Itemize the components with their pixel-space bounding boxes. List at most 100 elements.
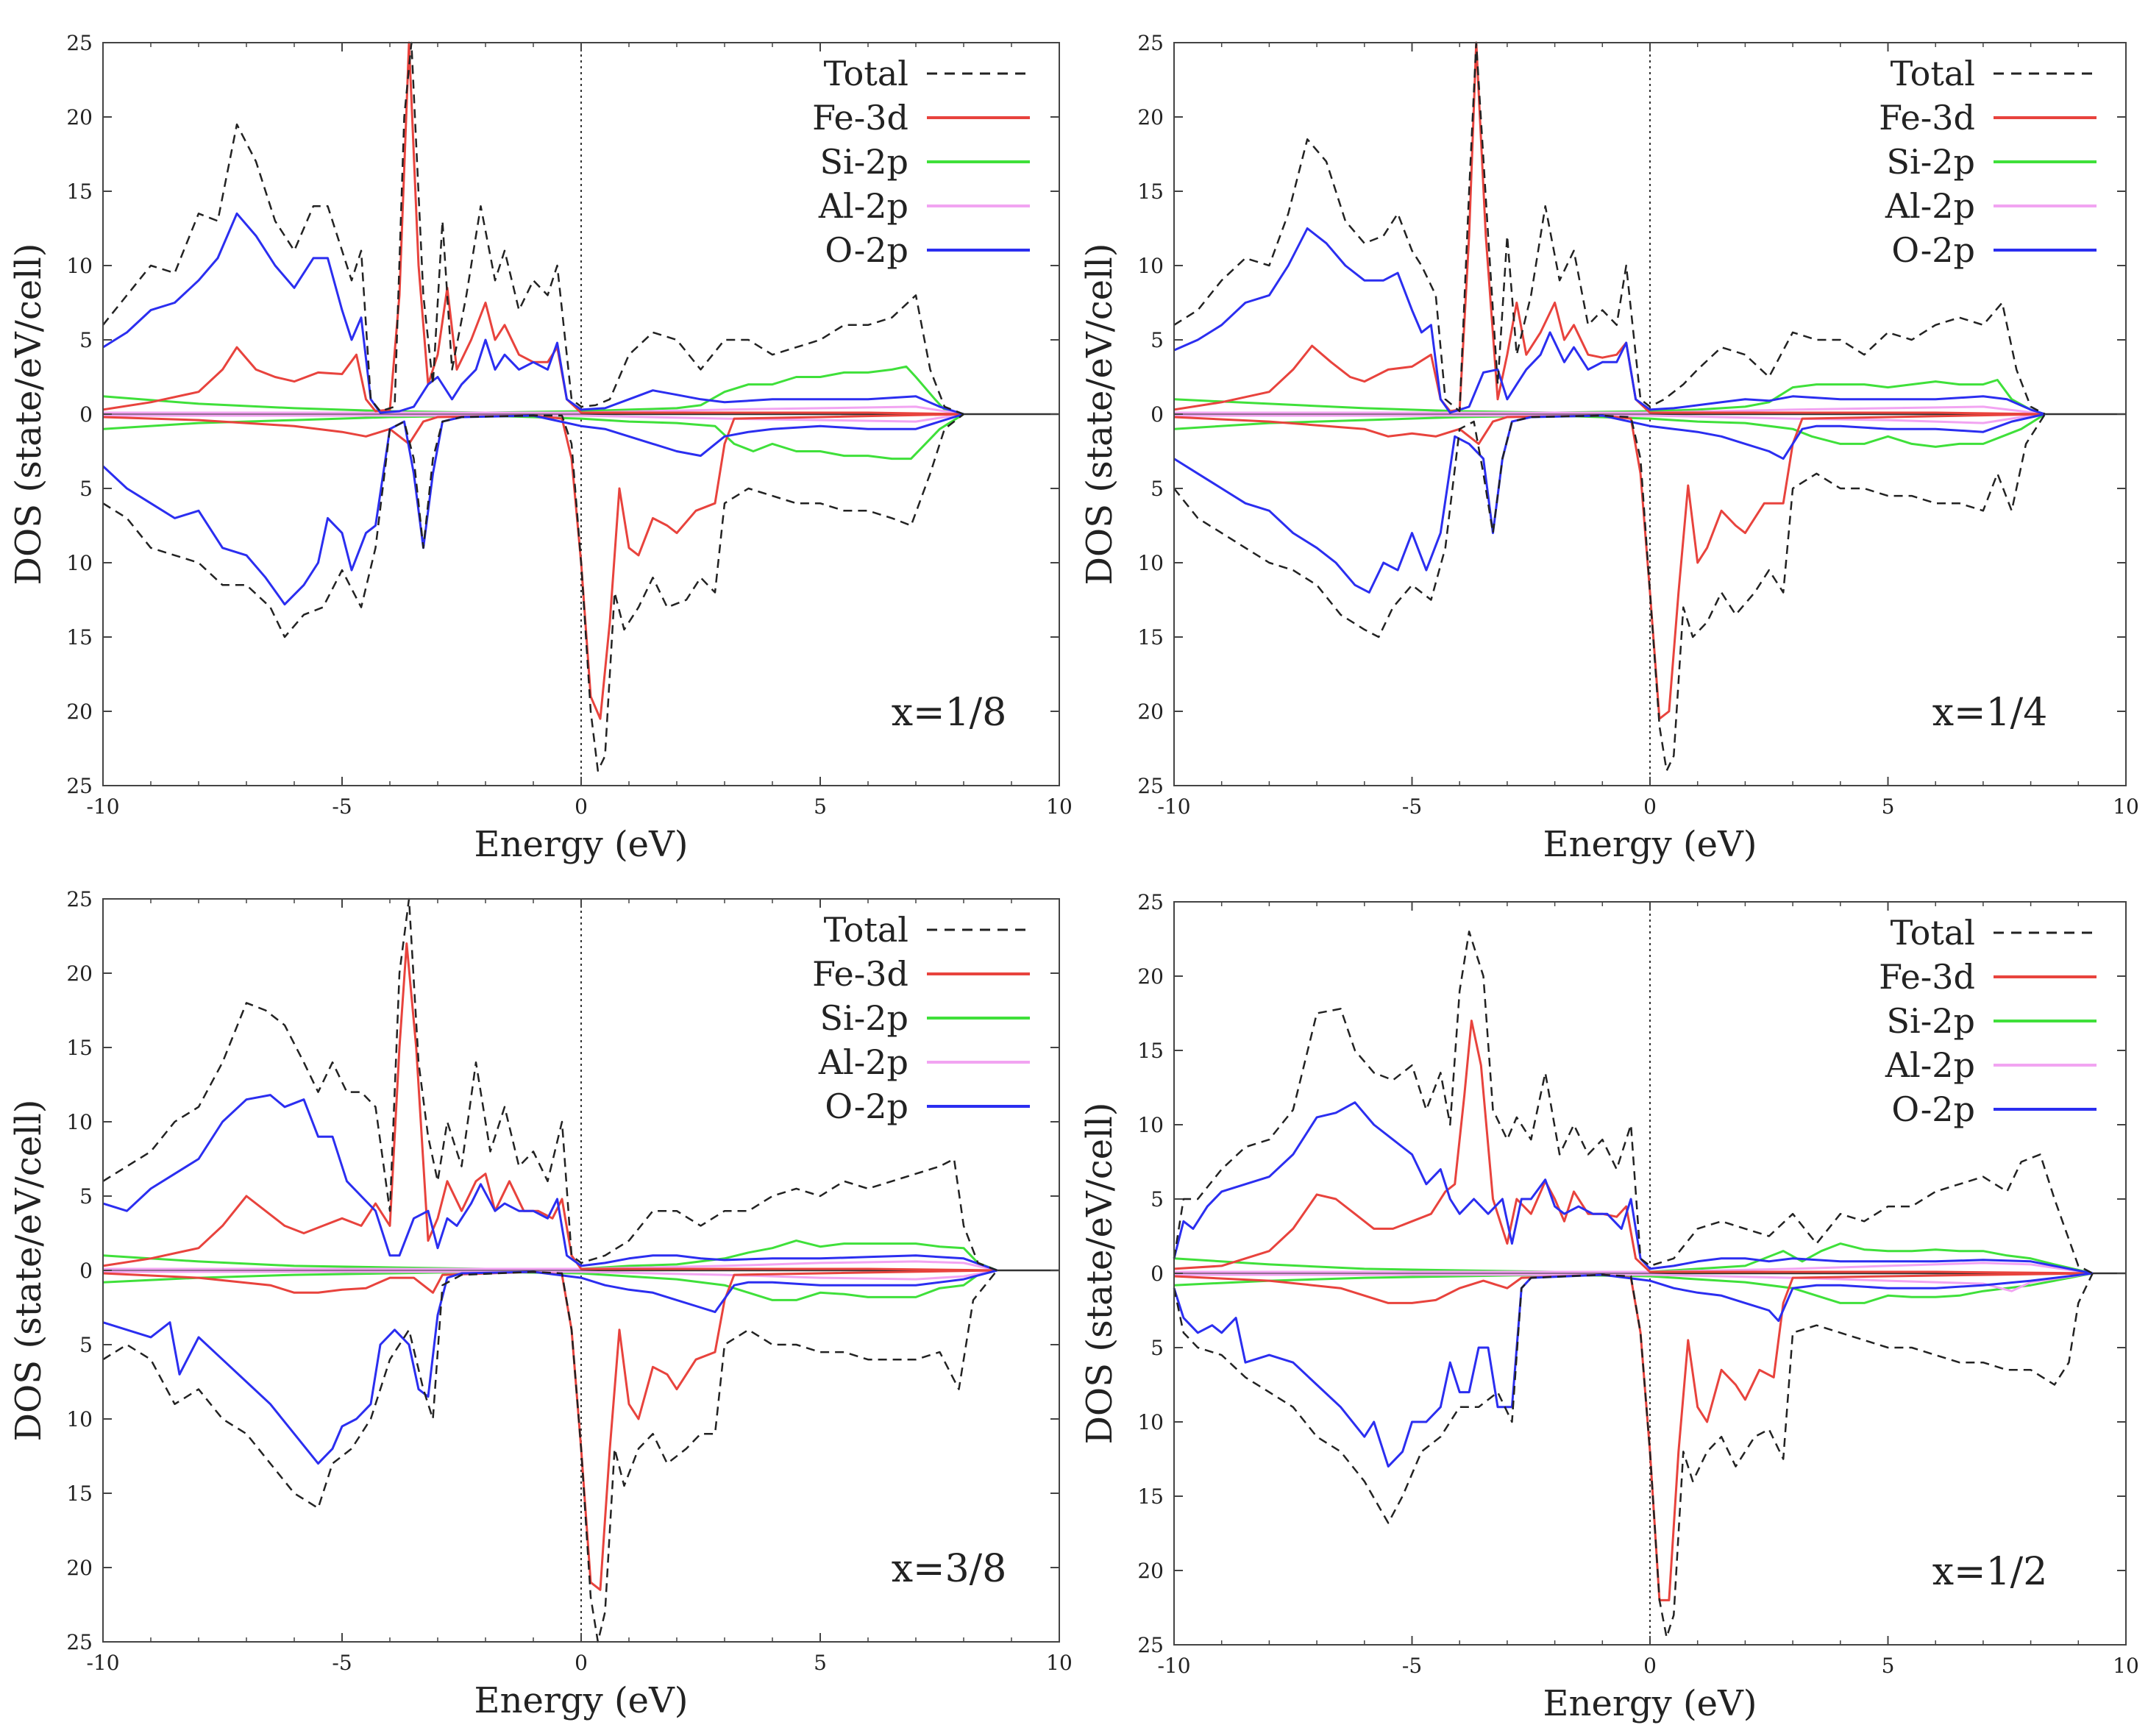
y-tick-label: 0 xyxy=(79,402,93,427)
legend-label-si-2p: Si-2p xyxy=(820,998,908,1038)
series-al-2p-down xyxy=(103,1269,997,1281)
series-o-2p-up xyxy=(102,212,964,416)
y-tick-label: 10 xyxy=(66,254,93,278)
legend-label-al-2p: Al-2p xyxy=(818,186,908,226)
y-tick-label: 20 xyxy=(1137,700,1164,724)
y-tick-label: 10 xyxy=(66,551,93,575)
dos-panel-4: -10 -5 0 5 10 25 20 15 10 5 0 5 10 15 20 25 Energy (eV)… xyxy=(1079,890,2139,1724)
x-axis-title: Energy (eV) xyxy=(474,824,689,865)
series-total-down xyxy=(102,1270,998,1643)
x-tick-label: -10 xyxy=(86,1651,119,1675)
x-tick-label: 10 xyxy=(1046,794,1073,819)
series-total-up xyxy=(102,897,997,1272)
y-tick-label: 5 xyxy=(79,328,93,352)
y-tick-label: 25 xyxy=(1137,774,1164,798)
legend-label-al-2p: Al-2p xyxy=(1885,186,1975,226)
legend-label-total: Total xyxy=(1891,54,1975,93)
x-tick-label: 0 xyxy=(1643,1654,1657,1678)
y-tick-label: 5 xyxy=(1151,1336,1164,1360)
y-tick-label: 15 xyxy=(66,625,93,650)
y-tick-label: 20 xyxy=(1137,964,1164,989)
y-tick-label: 0 xyxy=(1151,402,1164,427)
y-tick-label: 5 xyxy=(79,477,93,501)
y-tick-label: 5 xyxy=(1151,477,1164,501)
legend-label-o-2p: O-2p xyxy=(825,1086,908,1126)
dos-panel-3: -10 -5 0 5 10 25 20 15 10 5 0 5 10 15 20 25 Energy (eV)… xyxy=(8,887,1073,1721)
y-tick-label: 20 xyxy=(1137,105,1164,129)
composition-label: x=1/2 xyxy=(1932,1550,2048,1594)
y-tick-label: 15 xyxy=(1137,625,1164,650)
legend-label-o-2p: O-2p xyxy=(825,230,908,270)
x-tick-label: 10 xyxy=(1046,1651,1073,1675)
y-axis-title: DOS (state/eV/cell) xyxy=(1079,243,1120,585)
y-tick-label: 25 xyxy=(66,774,93,798)
y-tick-label: 15 xyxy=(1137,1484,1164,1509)
dos-panel-2: -10 -5 0 5 10 25 20 15 10 5 0 5 10 15 20 25 Energy (eV)… xyxy=(1079,31,2139,865)
series-fe-3d-down xyxy=(102,1269,997,1591)
y-tick-label: 10 xyxy=(66,1110,93,1134)
y-axis-title: DOS (state/eV/cell) xyxy=(8,1099,49,1441)
series-total-up xyxy=(1173,931,2094,1275)
y-tick-label: 0 xyxy=(1151,1262,1164,1286)
x-axis-title: Energy (eV) xyxy=(1543,824,1757,865)
y-tick-label: 10 xyxy=(1137,1410,1164,1434)
x-tick-label: -10 xyxy=(1157,794,1190,819)
y-tick-label: 20 xyxy=(66,1556,93,1580)
legend-label-fe-3d: Fe-3d xyxy=(1879,957,1975,997)
legend-label-o-2p: O-2p xyxy=(1891,1089,1975,1129)
series-al-2p-up xyxy=(103,1260,997,1272)
series-total-up xyxy=(1173,41,2046,416)
x-tick-label: -5 xyxy=(1402,1654,1422,1678)
y-tick-label: 25 xyxy=(66,887,93,911)
legend-label-si-2p: Si-2p xyxy=(820,142,908,182)
x-axis-title: Energy (eV) xyxy=(1543,1683,1757,1724)
y-tick-label: 25 xyxy=(1137,31,1164,55)
series-total-down xyxy=(1173,413,2046,772)
composition-label: x=3/8 xyxy=(892,1547,1007,1591)
x-tick-label: 5 xyxy=(814,1651,827,1675)
legend-label-total: Total xyxy=(1891,913,1975,953)
legend-label-fe-3d: Fe-3d xyxy=(812,954,908,994)
legend-label-o-2p: O-2p xyxy=(1891,230,1975,270)
series-o-2p-up xyxy=(1173,1101,2093,1275)
legend-label-al-2p: Al-2p xyxy=(1885,1045,1975,1085)
x-tick-label: 0 xyxy=(575,1651,588,1675)
x-tick-label: 5 xyxy=(1882,1654,1895,1678)
y-tick-label: 25 xyxy=(66,1630,93,1654)
y-tick-label: 15 xyxy=(1137,179,1164,204)
legend-label-al-2p: Al-2p xyxy=(818,1042,908,1082)
x-tick-label: 10 xyxy=(2113,794,2139,819)
y-axis-title: DOS (state/eV/cell) xyxy=(1079,1102,1120,1444)
series-o-2p-down xyxy=(102,1269,997,1465)
y-tick-label: 10 xyxy=(1137,254,1164,278)
y-tick-label: 25 xyxy=(1137,890,1164,914)
series-o-2p-up xyxy=(1173,227,2046,416)
series-o-2p-down xyxy=(1173,1272,2093,1468)
x-axis-title: Energy (eV) xyxy=(474,1680,689,1721)
series-o-2p-up xyxy=(102,1094,998,1272)
series-total-down xyxy=(102,413,964,772)
y-tick-label: 10 xyxy=(66,1407,93,1431)
series-si-2p-down xyxy=(1173,413,2046,448)
legend-label-total: Total xyxy=(824,910,908,950)
legend-label-total: Total xyxy=(824,54,908,93)
y-tick-label: 25 xyxy=(66,31,93,55)
y-tick-label: 5 xyxy=(79,1333,93,1357)
x-tick-label: -10 xyxy=(86,794,119,819)
x-tick-label: 0 xyxy=(1643,794,1657,819)
y-tick-label: 10 xyxy=(1137,1113,1164,1137)
y-tick-label: 15 xyxy=(66,1481,93,1506)
x-tick-label: -5 xyxy=(1402,794,1422,819)
y-tick-label: 0 xyxy=(79,1259,93,1283)
legend-label-si-2p: Si-2p xyxy=(1887,1001,1975,1041)
series-fe-3d-down xyxy=(102,413,964,720)
y-tick-label: 15 xyxy=(66,179,93,204)
composition-label: x=1/4 xyxy=(1932,691,2048,735)
series-fe-3d-up xyxy=(1173,1020,2093,1275)
y-tick-label: 20 xyxy=(66,961,93,986)
y-tick-label: 20 xyxy=(66,700,93,724)
